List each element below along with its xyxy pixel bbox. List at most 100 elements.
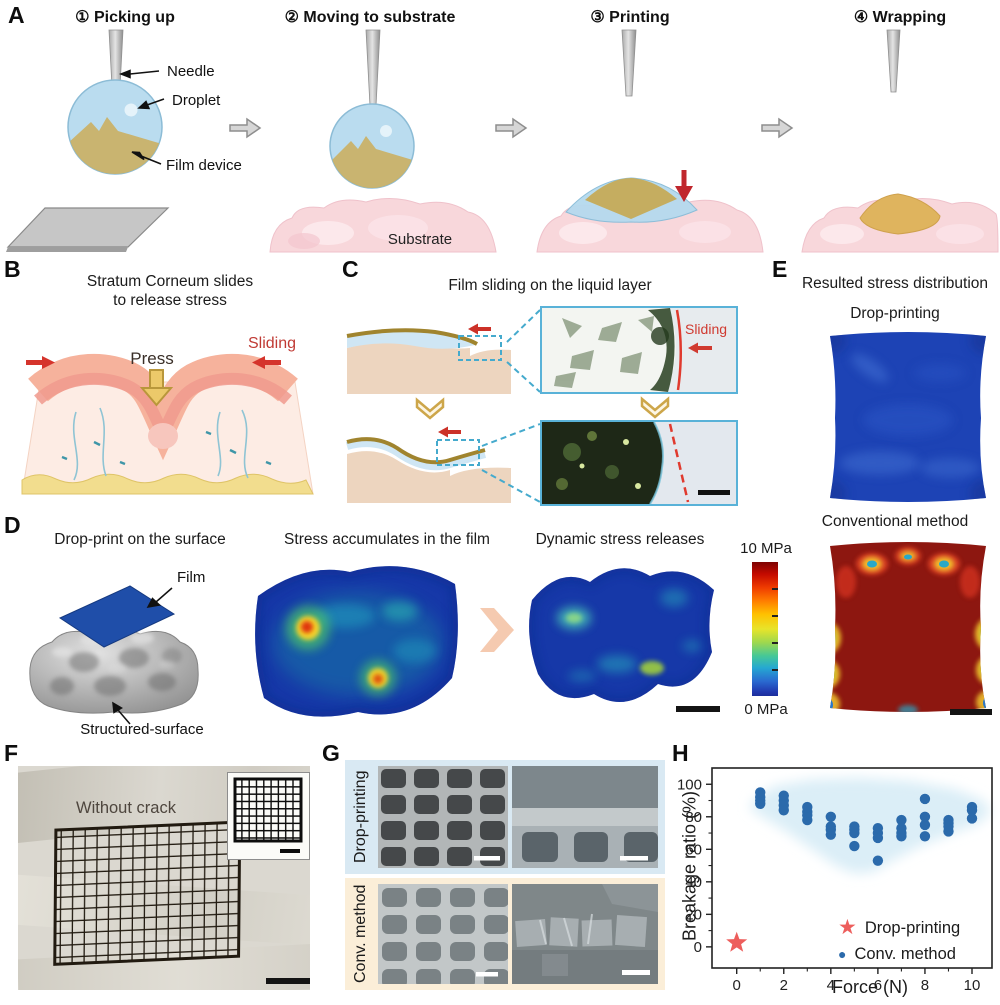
y-tick-label: 60 [685, 841, 702, 858]
press-label: Press [130, 349, 173, 368]
data-point-dot [896, 822, 907, 834]
liquid-layer [347, 331, 475, 349]
chevron-down-icon [640, 396, 670, 419]
data-point-dot [872, 822, 884, 834]
panel-d-right-title: Dynamic stress releases [535, 531, 705, 548]
panel-label-c: C [342, 256, 359, 282]
structured-surface-label: Structured-surface [80, 721, 203, 738]
step2-title: ② Moving to substrate [284, 9, 456, 26]
film-on-droplet [585, 178, 677, 219]
film-dark-edge [648, 308, 675, 392]
substrate-label: Substrate [388, 231, 452, 248]
data-point-dot [849, 840, 860, 852]
film-dark-edge [651, 327, 669, 345]
panel-d-middle-title: Stress accumulates in the film [284, 531, 490, 548]
step4-wrapping-illustration [801, 29, 999, 253]
substrate-texture [936, 224, 984, 244]
data-point-dot [825, 821, 837, 832]
right-edge-spots [975, 617, 986, 712]
y-tick-label: 20 [685, 906, 702, 923]
microscopy-bottom-content [542, 421, 736, 505]
step2-moving-illustration: Substrate [269, 29, 497, 253]
drop-print-surface-illustration: Film Structured-surface [29, 569, 205, 738]
film-texture [556, 431, 641, 490]
skin-fat-layer [21, 473, 314, 495]
x-tick-label: 2 [780, 977, 788, 994]
needle [365, 29, 381, 107]
colorbar-tick [772, 588, 778, 590]
film-device-in-droplet [332, 136, 414, 188]
zoom-box [458, 335, 502, 361]
data-point-dot [919, 831, 931, 842]
printed-grid-mesh [53, 820, 242, 966]
surface-dimples [50, 648, 182, 696]
previous-edge-dashed-line [668, 423, 690, 503]
film-label: Film [177, 569, 205, 586]
stress-hotspots [529, 568, 714, 702]
photo-grid-on-skin: Without crack [18, 766, 310, 990]
scale-bar [950, 709, 992, 715]
chevron-down-icon [415, 397, 445, 420]
substrate-texture [368, 215, 428, 241]
panel-e-title: Resulted stress distribution [801, 275, 989, 292]
microscopy-top-content: Sliding [542, 308, 736, 392]
microscopy-image-sliding-top: Sliding [540, 306, 738, 394]
panel-g-drop-printing-group: Drop-printing [345, 760, 665, 874]
substrate-texture [820, 224, 864, 244]
step3-title: ③ Printing [590, 9, 670, 26]
y-tick-label: 100 [677, 776, 702, 793]
stress-distribution-conventional [830, 542, 986, 712]
film-line [346, 328, 479, 346]
film-device-in-droplet [68, 117, 162, 174]
scale-bar [474, 856, 500, 861]
data-point-dot [825, 811, 837, 822]
panel-label-e: E [772, 256, 788, 282]
stress-map-released [529, 568, 714, 702]
needle [886, 29, 901, 93]
film-shape [830, 542, 986, 712]
stress-distribution-drop-printing [830, 332, 986, 502]
panel-e-bottom-map-title: Conventional method [821, 513, 969, 530]
without-crack-annotation: Without crack [76, 799, 176, 817]
highlight-band [749, 777, 991, 874]
inset-grid [233, 777, 303, 853]
stress-hotspots [255, 566, 458, 717]
y-tick-label: 80 [685, 809, 702, 826]
step1-picking-up-illustration: Needle Droplet Film device [6, 29, 242, 252]
grid-inset-image [227, 772, 310, 860]
film-line [346, 437, 486, 465]
substrate-texture [679, 221, 731, 243]
stress-map-accumulated [255, 566, 458, 717]
skin-press-illustration: Press Sliding [21, 335, 314, 495]
film-liquid-diagram-before [346, 323, 511, 394]
wrapped-film [859, 193, 941, 235]
film-region-dark [542, 422, 663, 504]
data-point-dot [849, 821, 860, 832]
substrate-section [347, 451, 511, 503]
y-tick-label: 40 [685, 874, 702, 891]
plot-frame [711, 767, 993, 969]
droplet-highlight [380, 125, 392, 137]
needle-label: Needle [167, 63, 215, 80]
panel-c-title: Film sliding on the liquid layer [448, 277, 652, 294]
annotation-arrows [118, 69, 165, 165]
pickup-plate-edge [6, 247, 128, 252]
sem-image-drop-printing-1 [378, 766, 508, 868]
conv-method-row-label: Conv. method [352, 884, 369, 984]
panel-label-a: A [8, 2, 25, 28]
x-tick-label: 10 [964, 977, 981, 994]
panel-b-title-line1: Stratum Corneum slides [86, 273, 254, 290]
x-tick-label: 6 [874, 977, 882, 994]
colorbar-tick [772, 669, 778, 671]
film-edge-line [649, 421, 664, 505]
skin-veins [72, 407, 249, 481]
data-point-dot [919, 793, 931, 805]
substrate-texture [559, 222, 607, 244]
panel-label-b: B [4, 256, 21, 282]
step1-title: ① Picking up [75, 9, 175, 26]
slide-arrow-icon [438, 426, 461, 438]
needle [621, 29, 637, 97]
scale-bar [620, 856, 648, 861]
